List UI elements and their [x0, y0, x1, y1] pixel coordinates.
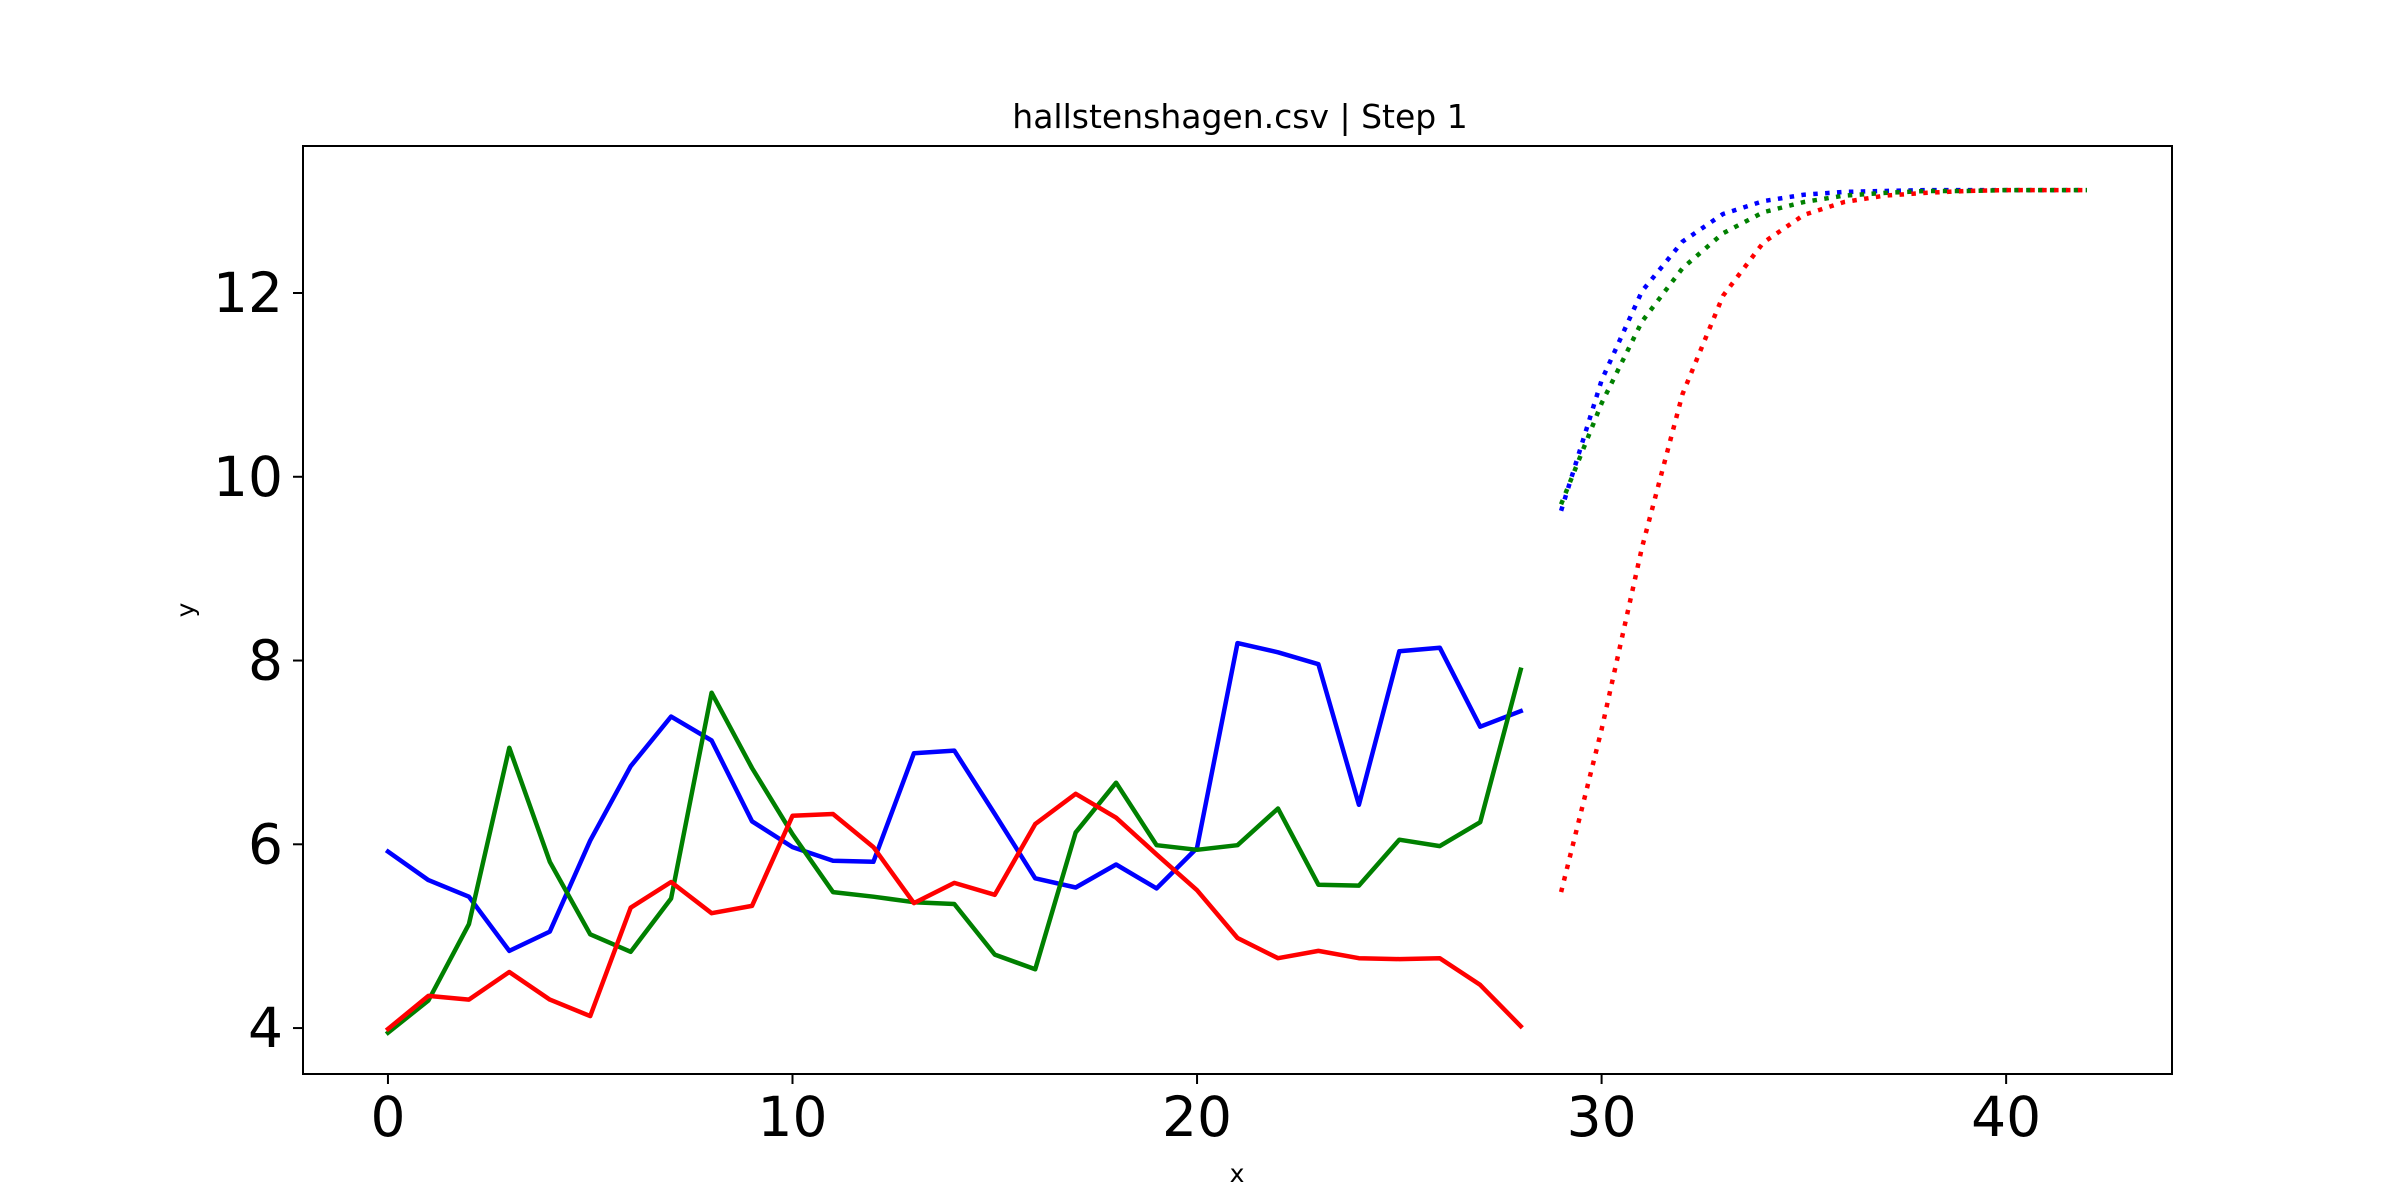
- y-tick-label: 4: [248, 996, 283, 1060]
- series-line-2-solid: [384, 666, 1524, 1036]
- x-tick-label: 30: [1567, 1085, 1637, 1149]
- x-tick-label: 20: [1162, 1085, 1232, 1149]
- y-tick-label: 8: [248, 629, 283, 693]
- plot-frame: [302, 145, 2173, 1075]
- y-tick-label: 12: [213, 261, 283, 325]
- x-tick-label: 10: [758, 1085, 828, 1149]
- x-tick-label: 0: [370, 1085, 405, 1149]
- series-line-1-solid: [384, 640, 1524, 954]
- chart-title: hallstenshagen.csv | Step 1: [1012, 97, 1467, 136]
- x-axis-label: x: [1230, 1159, 1245, 1188]
- y-tick-label: 6: [248, 812, 283, 876]
- y-tick-label: 10: [213, 445, 283, 509]
- ticks-layer: 0 10 20 30 40 4 6 8 10 12: [213, 261, 2041, 1149]
- series-line-3-solid: [384, 791, 1524, 1033]
- y-axis-label: y: [171, 602, 200, 617]
- x-tick-label: 40: [1971, 1085, 2041, 1149]
- series-layer: [384, 187, 2087, 1036]
